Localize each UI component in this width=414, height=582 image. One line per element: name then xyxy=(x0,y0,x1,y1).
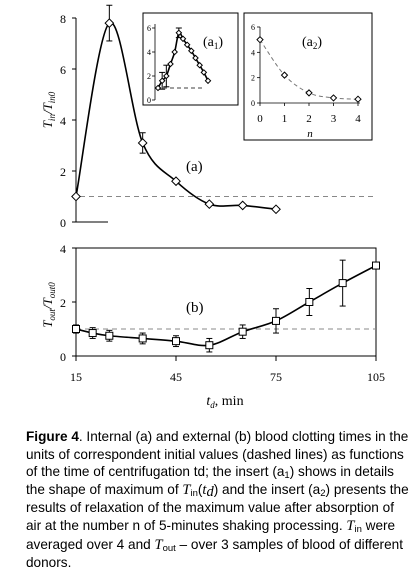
caption-T3: T xyxy=(154,536,163,553)
panel-b-ytick-label: 4 xyxy=(60,242,66,256)
x-axis-label: td, min xyxy=(206,394,243,410)
insert-a2-xtick-label: 0 xyxy=(257,113,263,125)
insert-a2-data-point xyxy=(354,95,362,103)
insert-a1-data-point xyxy=(179,35,187,43)
insert-a1-data-point xyxy=(200,69,208,76)
panel-b: 0 2 4 15 45 75 105 (b) Tout/Tout0 td, min xyxy=(40,242,385,410)
caption-t: t xyxy=(202,481,207,498)
caption-sub-a2: 2 xyxy=(320,487,326,499)
insert-a2-xtick-label: 1 xyxy=(282,113,288,125)
caption-sub-d: d xyxy=(206,483,214,500)
caption-paren: ( xyxy=(197,481,203,497)
panel-b-data-point xyxy=(272,316,280,325)
caption-T2: T xyxy=(346,517,355,534)
caption-T: T xyxy=(182,481,191,498)
caption-sub-in2: in xyxy=(354,523,362,535)
panel-b-data-point xyxy=(72,325,80,333)
panel-a-data-point xyxy=(204,199,215,210)
panel-b-data-point xyxy=(205,341,214,350)
caption-text-1: . Internal (a) and external (b) blood cl… xyxy=(26,429,409,480)
insert-a2-xtick-label: 4 xyxy=(355,113,361,125)
panel-a-data-point xyxy=(171,176,181,187)
panel-a-ytick-label: 6 xyxy=(60,63,66,77)
insert-a1: 0 2 4 6 (a1) xyxy=(142,12,239,106)
panel-b-data-point xyxy=(305,298,314,306)
panel-b-label: (b) xyxy=(186,300,204,316)
insert-a2-xlabel: n xyxy=(307,128,313,140)
insert-a1-ytick-label: 6 xyxy=(147,24,151,33)
panel-a-data-point xyxy=(104,18,115,29)
insert-a1-data-point xyxy=(171,48,178,56)
insert-a1-ytick-label: 4 xyxy=(147,48,151,57)
insert-a2-xtick-label: 3 xyxy=(331,113,337,125)
panel-a-data-point xyxy=(271,204,281,215)
figure: 0 2 4 6 8 (a) Tin/Tin0 0 2 4 6 (a1) 0 2 4 6 0 1 2 3 4 (… xyxy=(40,4,385,410)
insert-a1-data-point xyxy=(188,47,195,55)
caption-sub-out: out xyxy=(162,542,176,554)
insert-a1-data-point xyxy=(163,72,170,80)
panel-a-ylabel: Tin/Tin0 xyxy=(40,91,57,128)
panel-a-ytick-label: 8 xyxy=(60,12,66,26)
caption-sub-in: in xyxy=(190,487,198,499)
insert-a2-data-point xyxy=(280,71,289,79)
panel-b-ylabel: Tout/Tout0 xyxy=(40,282,57,328)
insert-a2-xtick-label: 2 xyxy=(306,113,312,125)
caption-text-6: – over 3 samples of blood of different d… xyxy=(26,536,403,571)
insert-a2-frame xyxy=(243,12,373,141)
insert-a1-data-point xyxy=(196,61,203,69)
panel-b-data-point xyxy=(138,334,147,343)
insert-a1-data-point xyxy=(158,77,166,85)
panel-a-data-point xyxy=(71,191,81,202)
caption-text-5: were averaged over 4 and xyxy=(26,517,396,552)
panel-b-data-point xyxy=(238,327,247,336)
caption-text-4: ) presents the results of relaxation of … xyxy=(26,481,409,533)
insert-a2-label: (a2) xyxy=(302,35,322,51)
insert-a1-ytick-label: 2 xyxy=(147,72,151,81)
panel-b-data-point xyxy=(338,279,347,288)
x-tick-label: 15 xyxy=(70,370,82,384)
insert-a1-ytick-label: 0 xyxy=(147,96,151,105)
panel-b-data-point xyxy=(105,331,114,340)
insert-a1-data-point xyxy=(204,77,212,85)
panel-a-ytick-label: 2 xyxy=(60,165,66,179)
insert-a2: 0 2 4 6 0 1 2 3 4 (a2) n xyxy=(243,12,373,141)
insert-a1-data-point xyxy=(175,29,183,37)
insert-a2-ytick-label: 2 xyxy=(251,74,255,83)
insert-a1-data-point xyxy=(167,60,174,68)
caption-sub-a1: 1 xyxy=(284,470,290,482)
insert-a2-ytick-label: 6 xyxy=(251,23,255,32)
insert-a1-data-point xyxy=(183,41,191,49)
insert-a2-ytick-label: 0 xyxy=(251,99,255,108)
panel-a: 0 2 4 6 8 (a) Tin/Tin0 xyxy=(40,4,376,230)
panel-a-data-point xyxy=(237,200,248,211)
insert-a1-data-point xyxy=(192,54,199,62)
insert-a2-data-point xyxy=(329,94,338,102)
x-tick-label: 75 xyxy=(270,370,282,384)
insert-a1-frame xyxy=(142,12,239,106)
insert-a1-data-point xyxy=(154,84,162,92)
panel-a-label: (a) xyxy=(186,159,203,175)
x-tick-label: 45 xyxy=(170,370,182,384)
panel-a-ytick-label: 4 xyxy=(60,114,66,128)
insert-a2-data-point xyxy=(256,35,264,44)
panel-b-ytick-label: 0 xyxy=(60,350,66,364)
insert-a1-label: (a1) xyxy=(203,35,223,51)
panel-b-ytick-label: 2 xyxy=(60,296,66,310)
panel-a-data-point xyxy=(137,138,148,148)
caption-label: Figure 4 xyxy=(26,429,79,444)
caption-text-2: ) shows in details the shape of maximum … xyxy=(26,464,394,497)
figure-caption: Figure 4. Internal (a) and external (b) … xyxy=(26,428,410,572)
panel-b-series-line xyxy=(75,264,377,347)
caption-text-3: ) and the insert (a xyxy=(213,481,321,497)
insert-a2-ytick-label: 4 xyxy=(251,48,255,57)
panel-a-ytick-label: 0 xyxy=(60,216,66,230)
panel-b-data-point xyxy=(88,329,97,338)
panel-b-data-point xyxy=(372,261,380,270)
insert-a2-data-point xyxy=(305,89,313,97)
panel-b-data-point xyxy=(172,337,180,346)
x-tick-label: 105 xyxy=(367,370,385,384)
